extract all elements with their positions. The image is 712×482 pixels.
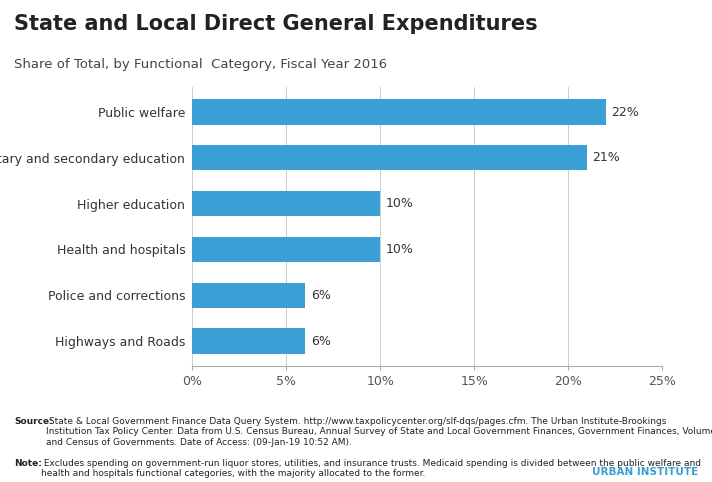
Text: Excludes spending on government-run liquor stores, utilities, and insurance trus: Excludes spending on government-run liqu… <box>41 459 701 478</box>
Text: 10%: 10% <box>386 197 414 210</box>
Bar <box>192 282 305 308</box>
Text: 22%: 22% <box>612 106 639 119</box>
Text: 6%: 6% <box>310 289 330 302</box>
Text: 6%: 6% <box>310 335 330 348</box>
Text: 21%: 21% <box>592 151 620 164</box>
Text: URBAN INSTITUTE: URBAN INSTITUTE <box>592 467 698 477</box>
Bar <box>192 191 380 216</box>
Text: Note:: Note: <box>14 459 42 468</box>
Bar <box>192 145 587 171</box>
Bar <box>192 328 305 354</box>
Bar <box>192 99 606 125</box>
Text: State and Local Direct General Expenditures: State and Local Direct General Expenditu… <box>14 14 538 34</box>
Bar <box>192 237 380 262</box>
Text: Share of Total, by Functional  Category, Fiscal Year 2016: Share of Total, by Functional Category, … <box>14 58 387 71</box>
Text: Source:: Source: <box>14 417 53 426</box>
Text: State & Local Government Finance Data Query System. http://www.taxpolicycenter.o: State & Local Government Finance Data Qu… <box>46 417 712 447</box>
Text: 10%: 10% <box>386 243 414 256</box>
